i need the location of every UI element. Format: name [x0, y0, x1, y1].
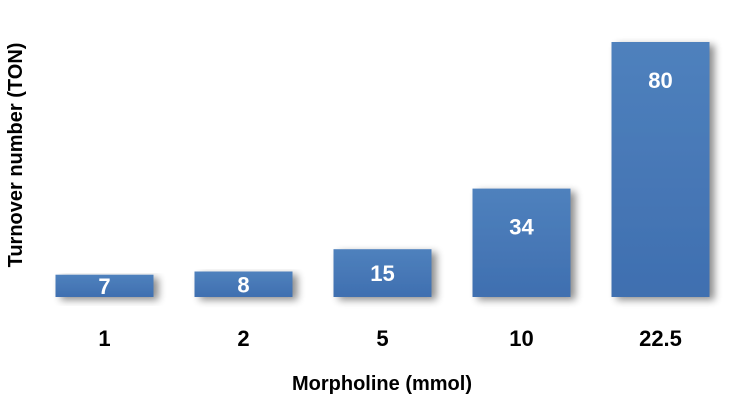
x-tick-label-22.5: 22.5	[639, 326, 682, 351]
bars-layer	[55, 42, 710, 297]
data-label-5: 15	[370, 261, 394, 286]
bar-22.5	[611, 42, 710, 297]
x-tick-label-2: 2	[237, 326, 249, 351]
data-labels-layer: 7 8 15 34 80	[98, 68, 672, 299]
x-tick-label-10: 10	[509, 326, 533, 351]
bar-2	[194, 271, 293, 297]
data-label-2: 8	[237, 272, 249, 297]
x-tick-label-1: 1	[98, 326, 110, 351]
data-label-22.5: 80	[648, 68, 672, 93]
bar-5	[333, 249, 432, 297]
data-label-1: 7	[98, 274, 110, 299]
bar-1	[55, 274, 154, 297]
y-axis-title: Turnover number (TON)	[5, 43, 27, 268]
x-axis-title: Morpholine (mmol)	[292, 373, 472, 395]
data-label-10: 34	[509, 215, 534, 240]
bar-10	[472, 188, 571, 297]
x-tick-labels: 1 2 5 10 22.5	[98, 326, 682, 351]
x-tick-label-5: 5	[376, 326, 388, 351]
